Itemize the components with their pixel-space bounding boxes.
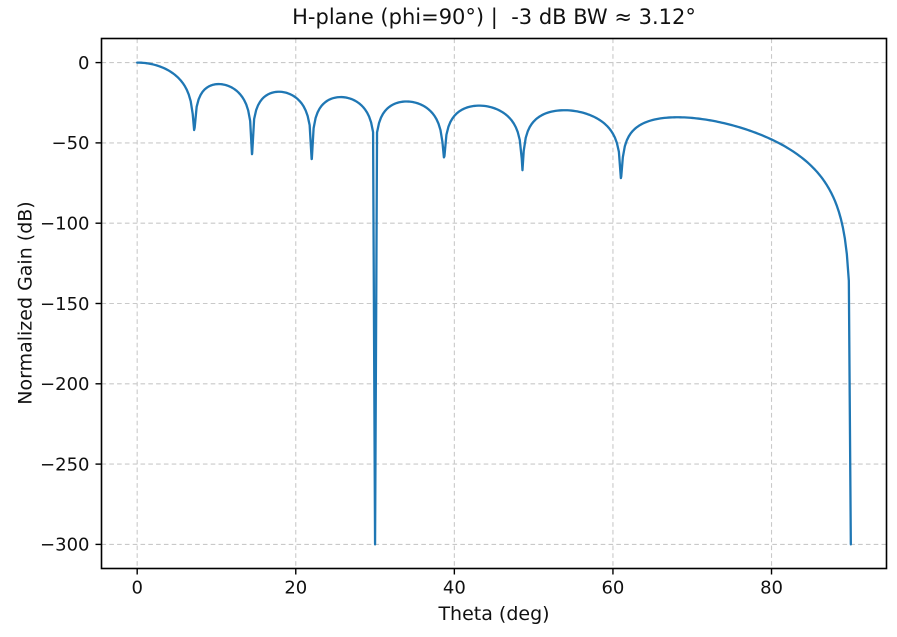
y-tick-label: −200: [40, 374, 89, 395]
y-tick-label: −250: [40, 454, 89, 475]
x-tick-label: 80: [760, 578, 783, 599]
x-axis-label: Theta (deg): [438, 603, 550, 625]
y-axis-label: Normalized Gain (dB): [14, 201, 37, 405]
x-tick-label: 20: [284, 578, 307, 599]
y-tick-label: −50: [52, 133, 90, 154]
x-tick-label: 40: [443, 578, 466, 599]
x-tick-label: 60: [601, 578, 624, 599]
y-tick-label: 0: [78, 53, 89, 74]
y-tick-label: −100: [40, 213, 89, 234]
gain-curve: [136, 61, 852, 546]
chart-title: H-plane (phi=90°) | -3 dB BW ≈ 3.12°: [292, 5, 696, 29]
x-tick-label: 0: [131, 578, 142, 599]
y-tick-label: −150: [40, 294, 89, 315]
y-tick-label: −300: [40, 535, 89, 556]
